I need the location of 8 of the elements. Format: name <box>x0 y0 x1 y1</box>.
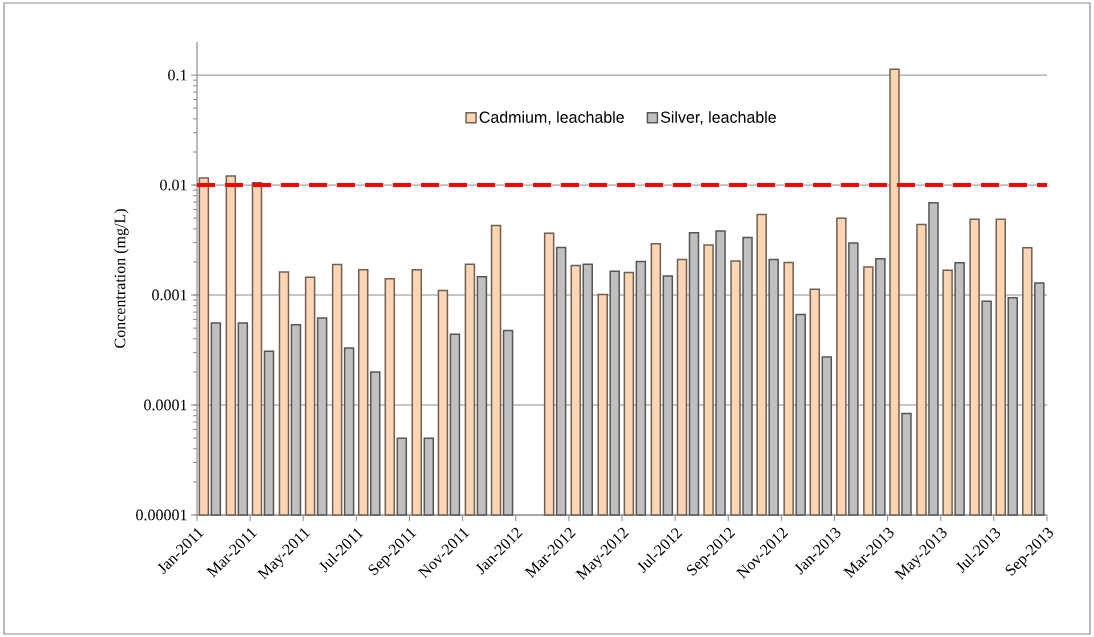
y-axis-title: Concentration (mg/L) <box>114 209 129 348</box>
y-tick-label: 0.001 <box>152 289 187 301</box>
legend-label: Silver, leachable <box>660 111 776 125</box>
y-tick-label: 0.0001 <box>144 399 187 411</box>
legend-label: Cadmium, leachable <box>479 111 624 125</box>
y-tick-label: 0.00001 <box>136 509 187 521</box>
y-tick-label: 0.01 <box>160 179 187 191</box>
y-tick-label: 0.1 <box>168 69 187 81</box>
